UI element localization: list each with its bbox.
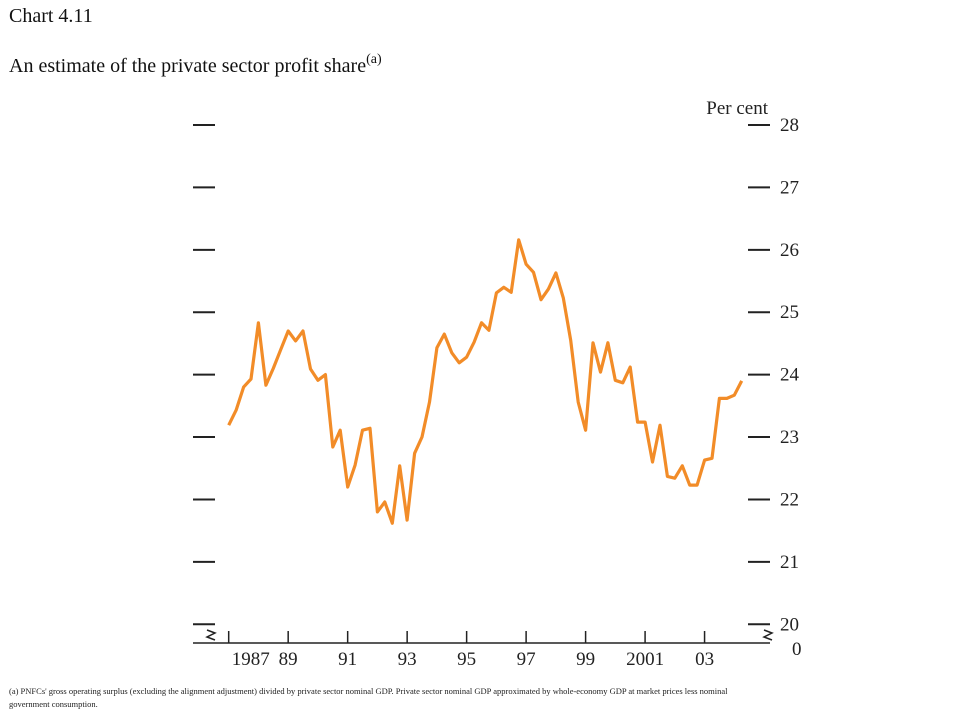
x-tick-label: 03	[695, 649, 714, 670]
axis-break	[205, 629, 217, 641]
y-origin-label: 0	[792, 639, 802, 660]
subtitle-note: (a)	[366, 52, 382, 67]
y-tick-label: 23	[780, 427, 799, 448]
y-axis-label: Per cent	[706, 98, 768, 119]
footnote: government consumption.	[9, 699, 98, 709]
x-tick-label: 1987	[232, 649, 270, 670]
y-tick-label: 20	[780, 614, 799, 635]
footnote: (a) PNFCs' gross operating surplus (excl…	[9, 686, 728, 696]
axis-break	[762, 629, 774, 641]
x-tick-label: 93	[398, 649, 417, 670]
y-tick-label: 25	[780, 302, 799, 323]
y-tick-label: 24	[780, 365, 800, 386]
y-tick-label: 21	[780, 552, 799, 573]
chart-title: Chart 4.11	[9, 5, 93, 27]
x-tick-label: 95	[457, 649, 476, 670]
x-tick-label: 97	[517, 649, 536, 670]
x-tick-label: 99	[576, 649, 595, 670]
chart-subtitle: An estimate of the private sector profit…	[9, 52, 382, 77]
y-tick-label: 22	[780, 489, 799, 510]
y-tick-label: 26	[780, 240, 799, 261]
y-tick-label: 28	[780, 115, 799, 136]
x-tick-label: 89	[279, 649, 298, 670]
line-series	[227, 238, 744, 525]
x-tick-label: 91	[338, 649, 357, 670]
subtitle-text: An estimate of the private sector profit…	[9, 55, 366, 77]
x-tick-label: 2001	[626, 649, 664, 670]
y-tick-label: 27	[780, 177, 799, 198]
